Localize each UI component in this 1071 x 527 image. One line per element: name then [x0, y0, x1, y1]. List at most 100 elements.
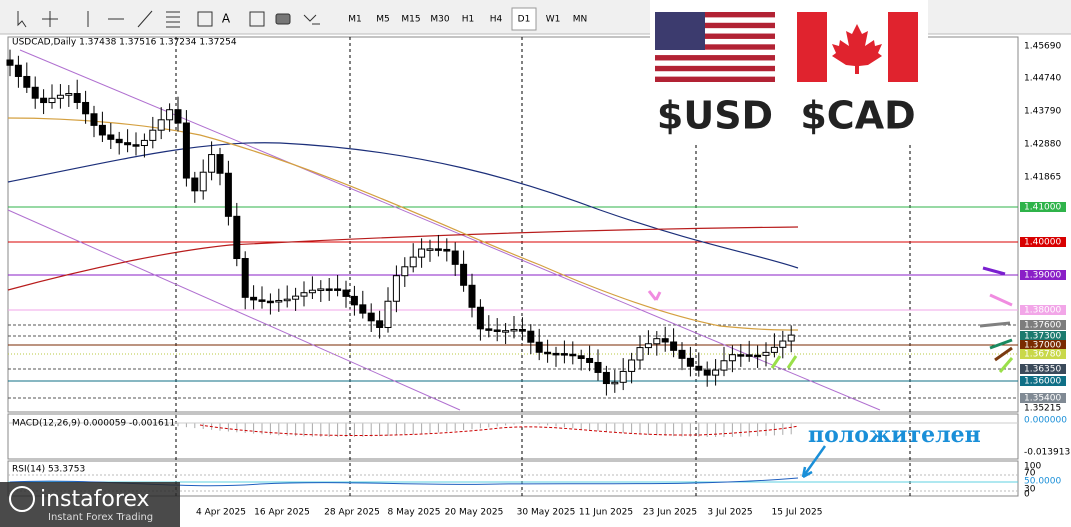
- candle-body: [115, 138, 123, 144]
- cursor-icon[interactable]: [17, 11, 27, 28]
- timeframe-button[interactable]: H4: [490, 15, 503, 25]
- ma-red: [7, 226, 799, 291]
- candle-body: [367, 312, 375, 322]
- price-tag: [1020, 376, 1066, 386]
- candle-body: [107, 134, 115, 140]
- level-arrows: [647, 266, 1014, 373]
- candle-body: [199, 171, 207, 192]
- candle-body: [695, 365, 703, 371]
- date-label: 3 Jul 2025: [707, 508, 752, 518]
- ca-flag: [797, 12, 918, 82]
- price-tag: [1020, 393, 1066, 403]
- candle-body: [636, 347, 644, 361]
- timeframe-button[interactable]: W1: [546, 15, 561, 25]
- candle-body: [745, 354, 753, 357]
- candle-body: [737, 354, 745, 357]
- channel-icon[interactable]: [197, 11, 213, 27]
- candle-body: [283, 298, 291, 302]
- candle-body: [56, 94, 64, 99]
- price-tag: [1020, 340, 1066, 350]
- vertical-grid: [175, 37, 911, 496]
- selected-timeframe: [511, 7, 537, 31]
- timeframe-button[interactable]: M5: [376, 15, 390, 25]
- date-label: 23 Jun 2025: [643, 508, 697, 518]
- price-label: 1.44740: [1024, 74, 1061, 84]
- timeframe-button[interactable]: H1: [462, 15, 475, 25]
- price-tag: [1020, 349, 1066, 359]
- candle-body: [779, 340, 787, 348]
- price-label: 1.37600: [1024, 321, 1061, 331]
- candle-body: [359, 304, 367, 314]
- arrow: [982, 266, 1006, 276]
- price-tag: [1020, 237, 1066, 247]
- price-tag: [1020, 305, 1066, 315]
- candle-body: [73, 93, 81, 103]
- candle-body: [670, 341, 678, 351]
- arrow: [998, 357, 1014, 373]
- candle-body: [678, 349, 686, 359]
- text-tool[interactable]: A: [222, 12, 231, 26]
- candle-body: [308, 289, 316, 294]
- flag-stripe: [655, 65, 775, 72]
- flag-stripe: [655, 12, 775, 18]
- rect-icon[interactable]: [275, 13, 291, 25]
- cad-label: $CAD: [800, 94, 915, 138]
- macd-signal: [199, 424, 799, 436]
- candle-body: [518, 328, 526, 332]
- arrow: [647, 290, 662, 301]
- crosshair-icon[interactable]: [42, 11, 58, 27]
- candle-body: [619, 370, 627, 383]
- candle-body: [661, 338, 669, 343]
- timeframe-button[interactable]: MN: [573, 15, 588, 25]
- candle-body: [476, 306, 484, 330]
- trend-line: [7, 209, 461, 411]
- price-label: 1.37000: [1024, 341, 1061, 351]
- ma-orange: [7, 117, 799, 331]
- candle-body: [510, 328, 518, 332]
- candle-body: [787, 334, 795, 342]
- flag-bar: [888, 12, 918, 82]
- trend-line: [19, 49, 881, 411]
- price-label: 1.35215: [1024, 404, 1061, 414]
- candle-body: [535, 341, 543, 353]
- candle-body: [233, 215, 241, 260]
- rsi-axis-label: 50.0000: [1024, 477, 1061, 487]
- price-label: 1.41865: [1024, 173, 1061, 183]
- candle-body: [65, 93, 73, 96]
- price-tag: [1020, 320, 1066, 330]
- candle-body: [300, 292, 308, 297]
- maple-leaf: [832, 24, 882, 74]
- price-label: 1.36350: [1024, 365, 1061, 375]
- date-label: 16 Apr 2025: [254, 508, 310, 518]
- candle-body: [90, 113, 98, 126]
- timeframe-button[interactable]: M1: [348, 15, 362, 25]
- candle-body: [124, 142, 132, 146]
- trendline-icon[interactable]: [137, 10, 153, 28]
- price-tag: [1020, 331, 1066, 341]
- candle-body: [241, 258, 249, 298]
- candle-body: [132, 144, 140, 147]
- candle-body: [451, 250, 459, 265]
- candle-body: [342, 289, 350, 297]
- candle-body: [376, 320, 384, 328]
- candle-body: [434, 248, 442, 251]
- shapes-icon[interactable]: [303, 14, 320, 25]
- candle-body: [149, 129, 157, 141]
- date-label: 30 May 2025: [517, 508, 576, 518]
- timeframe-button[interactable]: D1: [518, 15, 531, 25]
- chart-header: USDCAD,Daily 1.37438 1.37516 1.37234 1.3…: [12, 38, 237, 48]
- flag-bar: [797, 12, 827, 82]
- candle-body: [14, 64, 22, 77]
- candle-body: [602, 371, 610, 385]
- candle-body: [98, 124, 106, 136]
- candle-body: [686, 357, 694, 367]
- flag-stripe: [655, 55, 775, 61]
- label-icon[interactable]: [249, 11, 265, 27]
- timeframe-button[interactable]: M15: [401, 15, 420, 25]
- fibo-icon[interactable]: [166, 11, 180, 28]
- arrow: [994, 346, 1013, 362]
- candle-body: [544, 351, 552, 355]
- timeframe-button[interactable]: M30: [430, 15, 449, 25]
- flag-stripe: [655, 22, 775, 29]
